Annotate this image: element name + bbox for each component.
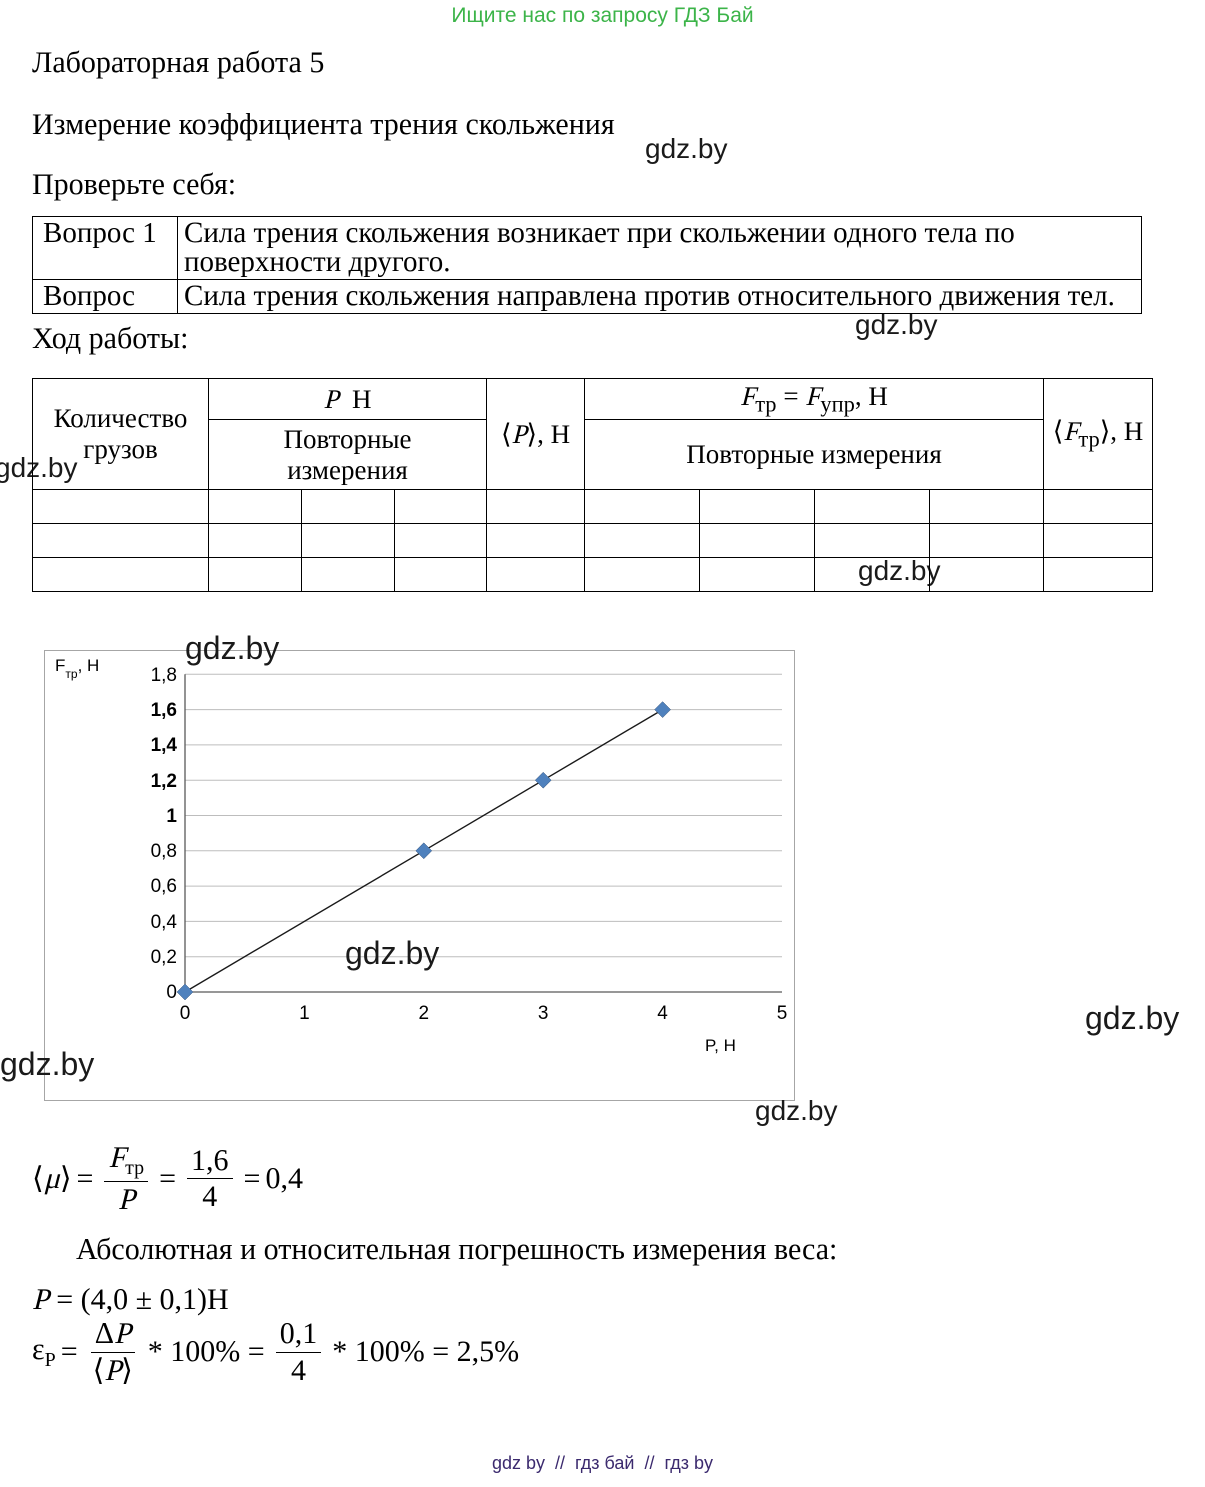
svg-text:1,2: 1,2: [151, 771, 177, 792]
svg-text:Fтр, Н: Fтр, Н: [55, 656, 99, 681]
svg-text:0: 0: [166, 982, 177, 1003]
svg-text:1,6: 1,6: [151, 700, 177, 721]
svg-text:0,8: 0,8: [151, 841, 177, 862]
svg-text:0,6: 0,6: [151, 876, 177, 897]
svg-text:0: 0: [180, 1003, 191, 1024]
svg-text:0,4: 0,4: [151, 912, 178, 933]
svg-text:4: 4: [657, 1003, 668, 1024]
svg-text:3: 3: [538, 1003, 549, 1024]
svg-text:1,4: 1,4: [151, 735, 178, 756]
svg-text:1: 1: [299, 1003, 310, 1024]
svg-text:1,8: 1,8: [151, 665, 177, 686]
svg-text:1: 1: [166, 806, 177, 827]
svg-text:5: 5: [777, 1003, 788, 1024]
svg-text:0,2: 0,2: [151, 947, 177, 968]
svg-text:P, Н: P, Н: [705, 1036, 736, 1055]
svg-text:2: 2: [419, 1003, 430, 1024]
